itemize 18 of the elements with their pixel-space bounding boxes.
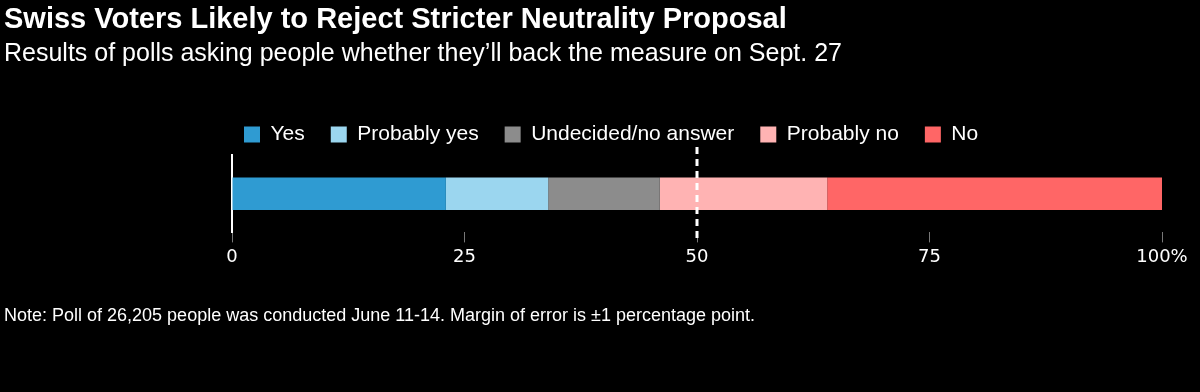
bar	[232, 177, 446, 210]
chart-subtitle: Results of polls asking people whether they’ll back the measure on Sept. 27	[4, 38, 842, 67]
bar	[445, 177, 549, 210]
legend-label: No	[951, 121, 979, 145]
legend-label: Probably no	[786, 121, 899, 145]
legend-label: Yes	[270, 121, 305, 145]
bar	[827, 177, 1162, 210]
x-tick-label: 25	[453, 244, 476, 266]
chart-title: Swiss Voters Likely to Reject Stricter Neutrality Proposal	[4, 2, 787, 35]
bar	[659, 177, 828, 210]
x-tick-label: 0	[226, 244, 238, 266]
legend-label: Probably yes	[357, 121, 479, 145]
legend-label: Undecided/no answer	[531, 121, 735, 145]
bar	[548, 177, 660, 210]
x-tick-label: 75	[918, 244, 941, 266]
text: Note: Poll of 26,205 people was conducted June 11-14. Margin of error is ±1 percentage point.	[4, 304, 756, 327]
x-tick-label: 50	[685, 244, 709, 266]
x-tick-label: 100%	[1136, 244, 1188, 266]
